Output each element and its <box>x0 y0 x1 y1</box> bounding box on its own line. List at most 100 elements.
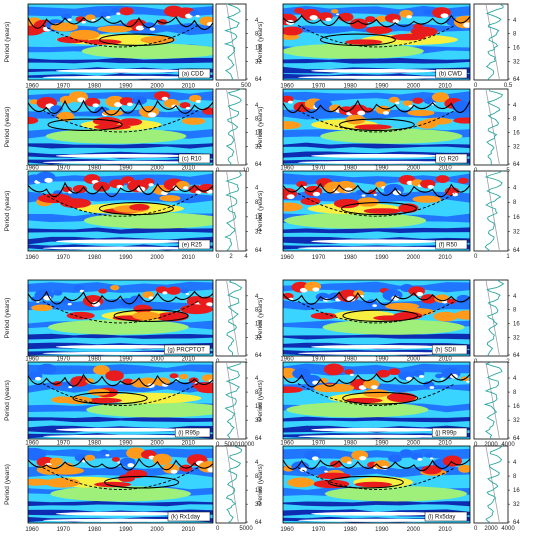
year-tick-top: 2010 <box>438 357 452 363</box>
period-tick: 16 <box>255 488 262 494</box>
period-axis: 4 8 16 32 64 <box>246 103 262 168</box>
year-tick-bottom: 2000 <box>150 527 164 533</box>
period-tick: 64 <box>513 248 520 254</box>
period-tick: 64 <box>513 436 520 442</box>
year-tick-top: 1980 <box>344 84 358 90</box>
y-axis-label: Period (years) <box>257 107 264 148</box>
period-tick: 32 <box>513 502 520 508</box>
panel-5: (e) R25 0 2 4 4 8 16 32 64 Period (years) 1960 1970… <box>4 166 262 262</box>
year-tick-top: 2010 <box>182 84 196 90</box>
period-tick: 8 <box>513 474 517 480</box>
year-tick-top: 1970 <box>312 166 326 172</box>
spectrum-tick: 0.5 <box>504 83 513 89</box>
wavelet-frame <box>27 88 214 166</box>
period-tick: 64 <box>255 353 262 359</box>
year-tick-top: 2000 <box>150 441 164 447</box>
period-tick: 16 <box>513 322 520 328</box>
period-tick: 32 <box>255 59 262 65</box>
year-tick-top: 1990 <box>375 357 389 363</box>
panel-label: (a) CDD <box>182 72 205 78</box>
year-tick-top: 1970 <box>57 357 71 363</box>
global-wavelet-spectrum: 0 5000 10000 <box>215 361 255 448</box>
year-tick-top: 1990 <box>119 166 133 172</box>
period-tick: 4 <box>513 460 517 466</box>
panel-11: (k) Rx1day 0 5000 4 8 16 32 64 Period (years) 196… <box>4 441 262 534</box>
year-tick-top: 1970 <box>57 166 71 172</box>
year-tick-bottom: 1980 <box>344 255 358 261</box>
period-axis: 4 8 16 32 64 <box>508 186 520 254</box>
period-tick: 4 <box>513 103 517 109</box>
panel-label: (g) PRCPTOT <box>167 348 205 354</box>
period-tick: 8 <box>255 32 259 38</box>
global-wavelet-spectrum: 01 <box>215 279 248 365</box>
year-tick-bottom: 2000 <box>407 255 421 261</box>
spectrum-tick: 2000 <box>484 526 498 532</box>
y-axis-label: Period (years) <box>4 298 11 339</box>
period-tick: 16 <box>513 488 520 494</box>
panel-label: (e) R25 <box>182 243 203 249</box>
y-axis-label: Period (years) <box>257 298 264 339</box>
panel-9: (i) R95p 0 5000 10000 4 8 16 32 64 Period (years)… <box>4 357 262 449</box>
period-tick: 32 <box>255 229 262 235</box>
period-tick: 32 <box>513 59 520 65</box>
period-tick: 8 <box>513 390 517 396</box>
panel-label: (l) Rx5day <box>428 515 455 521</box>
period-axis: 4 8 16 32 64 <box>246 186 262 254</box>
period-tick: 64 <box>255 436 262 442</box>
period-tick: 32 <box>255 335 262 341</box>
period-tick: 64 <box>513 162 520 168</box>
y-axis-label: Period (years) <box>4 191 11 232</box>
year-tick-top: 1990 <box>119 357 133 363</box>
period-tick: 16 <box>513 215 520 221</box>
year-tick-top: 2000 <box>407 166 421 172</box>
year-tick-top: 1980 <box>88 84 102 90</box>
spectrum-tick: 4000 <box>501 442 515 448</box>
period-tick: 64 <box>255 162 262 168</box>
y-axis-label: Period (years) <box>257 464 264 505</box>
period-tick: 32 <box>255 418 262 424</box>
period-tick: 32 <box>513 418 520 424</box>
year-tick-top: 1960 <box>25 357 39 363</box>
spectrum-tick: 4 <box>244 254 248 260</box>
y-axis-label: Period (years) <box>4 464 11 505</box>
period-tick: 4 <box>513 186 517 192</box>
cone-of-influence <box>42 467 199 490</box>
wavelet-frame <box>27 279 214 357</box>
panel-label: (k) Rx1day <box>171 515 200 521</box>
wavelet-frame <box>27 3 214 81</box>
period-tick: 4 <box>513 294 517 300</box>
year-tick-top: 1960 <box>25 441 39 447</box>
year-tick-top: 1990 <box>375 441 389 447</box>
cone-of-influence <box>297 383 456 406</box>
period-tick: 4 <box>255 18 259 24</box>
period-tick: 8 <box>255 200 259 206</box>
year-tick-top: 1980 <box>88 441 102 447</box>
year-tick-bottom: 1960 <box>280 527 294 533</box>
year-tick-top: 2010 <box>438 441 452 447</box>
y-axis-label: Period (years) <box>257 22 264 63</box>
panel-label: (j) R99p <box>435 431 457 437</box>
year-tick-top: 2000 <box>407 441 421 447</box>
wavelet-frame <box>282 445 471 524</box>
year-tick-top: 1960 <box>280 357 294 363</box>
wavelet-frame <box>27 445 214 524</box>
year-tick-bottom: 1980 <box>88 527 102 533</box>
period-tick: 64 <box>513 520 520 526</box>
period-tick: 8 <box>255 308 259 314</box>
panel-label: (i) R95p <box>178 431 200 437</box>
year-tick-top: 1990 <box>375 166 389 172</box>
spectrum-tick: 0 <box>216 83 220 89</box>
year-tick-bottom: 2010 <box>182 527 196 533</box>
global-wavelet-spectrum: 0 2 4 <box>215 170 248 260</box>
global-wavelet-spectrum: 010 <box>215 88 250 174</box>
period-axis: 4 8 16 32 64 <box>246 376 262 442</box>
panel-label: (f) R50 <box>439 243 458 249</box>
period-axis: 4 8 16 32 64 <box>508 376 520 442</box>
period-tick: 32 <box>513 144 520 150</box>
year-tick-bottom: 2000 <box>407 527 421 533</box>
year-tick-top: 2000 <box>150 84 164 90</box>
year-tick-top: 1980 <box>88 357 102 363</box>
period-axis: 4 8 16 32 64 <box>508 18 520 83</box>
cone-of-influence <box>297 24 456 48</box>
